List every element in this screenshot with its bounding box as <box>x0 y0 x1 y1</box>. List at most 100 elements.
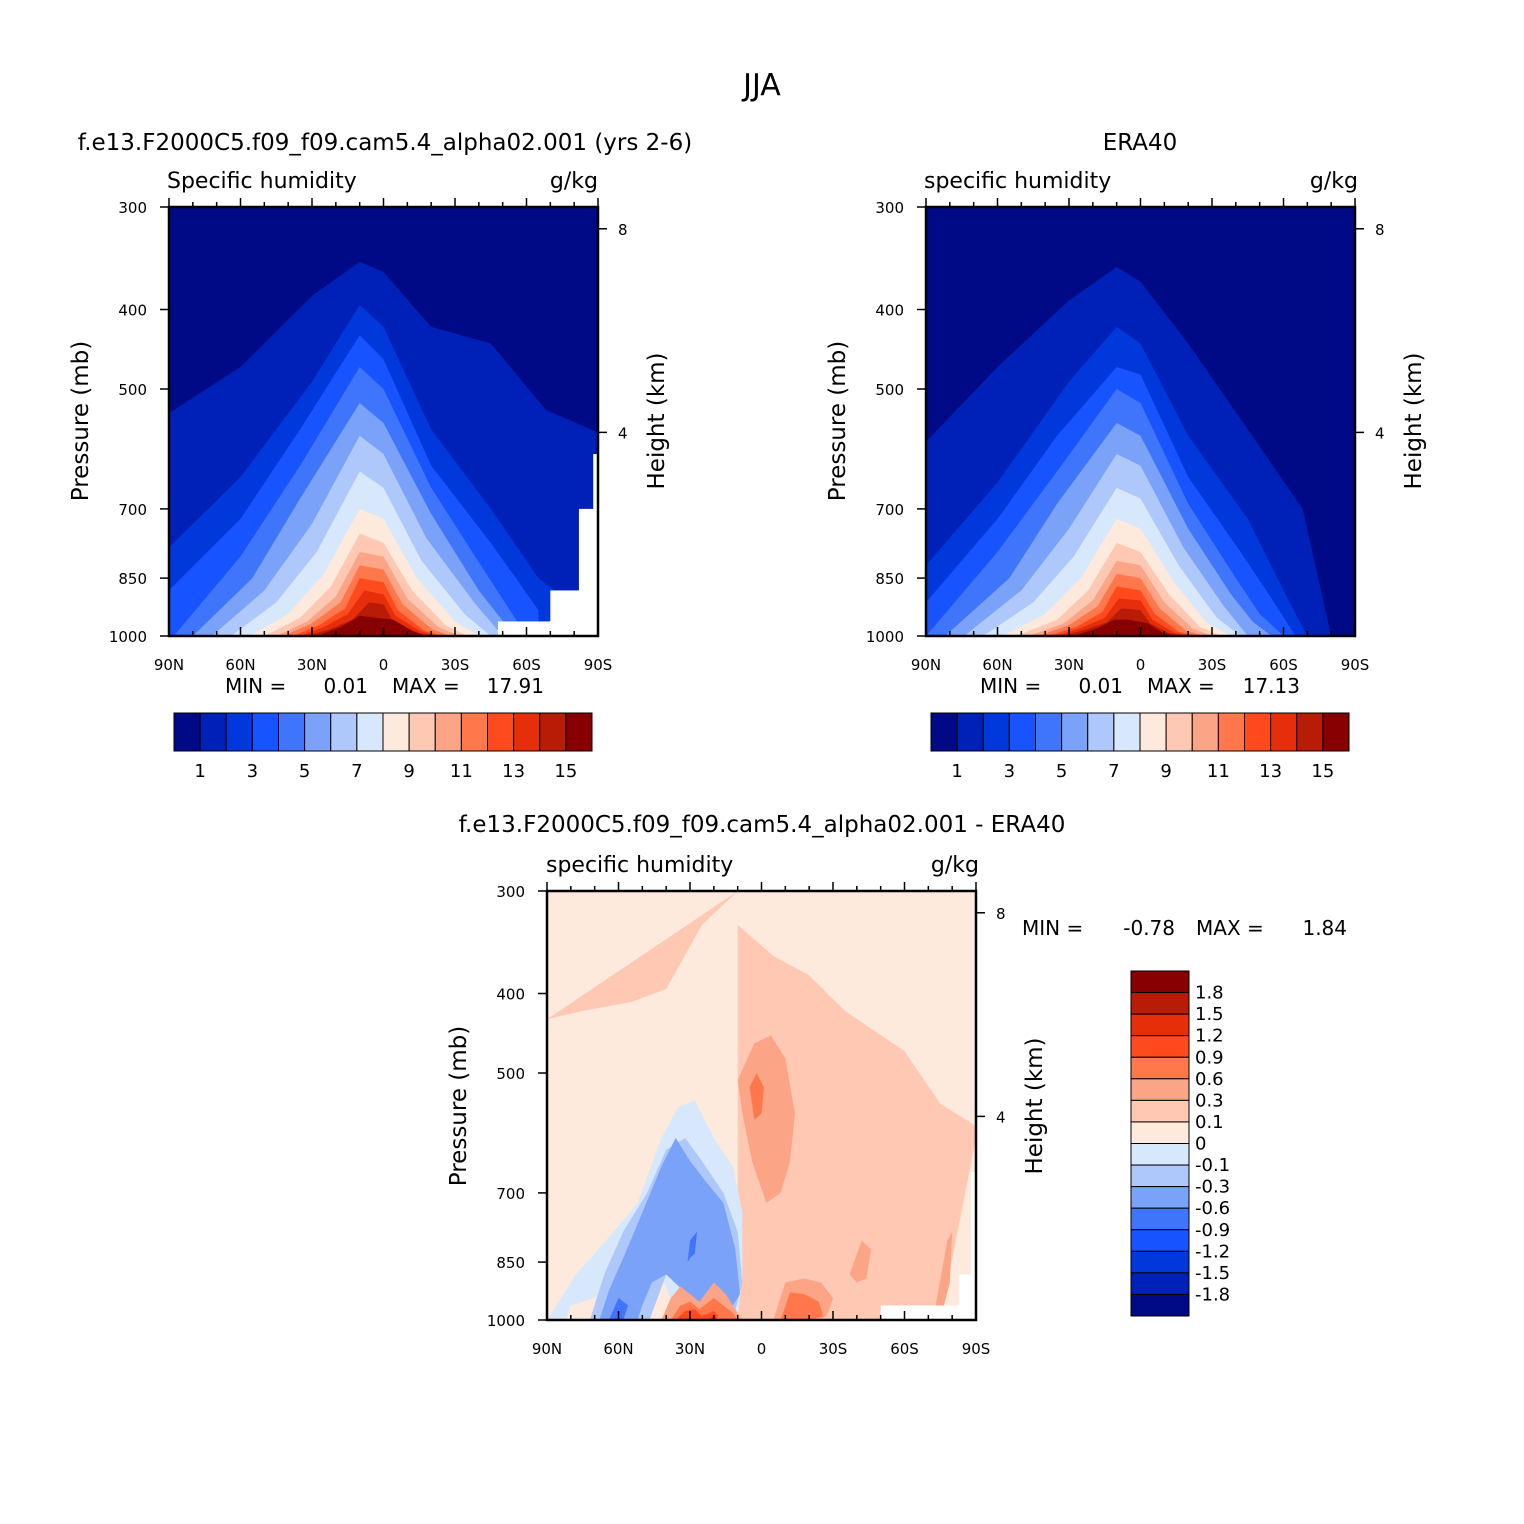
model-colorbar-box <box>304 712 332 752</box>
obs-colorbar-box <box>1139 712 1167 752</box>
model-missing-3 <box>593 453 598 511</box>
model-min-label: MIN = <box>225 674 286 698</box>
model-colorbar-label: 15 <box>554 761 577 782</box>
diff-region-14 <box>675 1309 719 1320</box>
obs-x-tick-label: 60N <box>982 656 1012 674</box>
figure-title: JJA <box>741 68 781 103</box>
obs-y2-tick-label: 4 <box>1375 424 1385 442</box>
obs-units-label: g/kg <box>1310 169 1358 194</box>
diff-x-tick-label: 90N <box>532 1340 562 1358</box>
diff-missing-3 <box>971 1171 976 1277</box>
obs-colorbar-box <box>1296 712 1324 752</box>
model-level-15 <box>316 615 427 636</box>
diff-region-13 <box>780 1292 824 1320</box>
obs-colorbar-label: 3 <box>1004 761 1015 782</box>
diff-colorbar-label: 0.1 <box>1195 1112 1224 1133</box>
obs-variable-label: specific humidity <box>924 169 1111 194</box>
model-y2-axis-label: Height (km) <box>644 352 670 489</box>
diff-colorbar-label: -0.3 <box>1195 1177 1230 1198</box>
diff-colorbar: 1.81.51.20.90.60.30.10-0.1-0.3-0.6-0.9-1… <box>1130 970 1230 1317</box>
diff-colorbar-box <box>1130 1078 1190 1101</box>
model-colorbar-box <box>382 712 410 752</box>
model-panel: f.e13.F2000C5.f09_f09.cam5.4_alpha02.001… <box>68 130 692 782</box>
diff-y-axis-label: Pressure (mb) <box>446 1026 472 1186</box>
diff-colorbar-box <box>1130 970 1190 994</box>
diff-colorbar-box <box>1130 1013 1190 1037</box>
diff-colorbar-label: 1.2 <box>1195 1026 1224 1047</box>
obs-x-tick-label: 90S <box>1341 656 1370 674</box>
model-y-tick-label: 700 <box>118 501 147 519</box>
diff-colorbar-box <box>1130 992 1190 1015</box>
diff-missing-2 <box>959 1274 976 1308</box>
model-colorbar-box <box>513 712 541 752</box>
obs-x-tick-label: 60S <box>1269 656 1298 674</box>
model-colorbar-label: 1 <box>194 761 205 782</box>
model-units-label: g/kg <box>550 169 598 194</box>
obs-axes: 90N 60N 30N 0 30S 60S 90S 300 400 500 700 850 1000 8 4 <box>866 198 1385 674</box>
diff-region-3 <box>599 1138 740 1320</box>
diff-region-6 <box>737 1035 795 1203</box>
obs-colorbar-box <box>1113 712 1141 752</box>
obs-y-tick-label: 400 <box>875 302 904 320</box>
diff-min-label: MIN = <box>1022 916 1083 940</box>
diff-colorbar-label: 0 <box>1195 1134 1206 1155</box>
model-colorbar-box <box>225 712 253 752</box>
diff-region-7 <box>749 1073 764 1120</box>
diff-colorbar-box <box>1130 1035 1190 1058</box>
model-colorbar-box <box>487 712 515 752</box>
model-panel-title: f.e13.F2000C5.f09_f09.cam5.4_alpha02.001… <box>78 130 692 156</box>
diff-colorbar-box <box>1130 1121 1190 1144</box>
model-y-tick-label: 500 <box>118 381 147 399</box>
obs-colorbar-label: 7 <box>1108 761 1119 782</box>
model-y2-tick-label: 8 <box>618 221 628 239</box>
diff-colorbar-box <box>1130 1250 1190 1274</box>
model-contour-plot <box>169 207 598 636</box>
diff-min-value: -0.78 <box>1123 916 1175 940</box>
diff-region-11 <box>933 1231 953 1320</box>
model-colorbar-box <box>408 712 436 752</box>
diff-variable-label: specific humidity <box>546 853 733 878</box>
obs-y-tick-label: 1000 <box>866 628 904 646</box>
obs-colorbar-label: 9 <box>1160 761 1171 782</box>
diff-colorbar-label: 0.3 <box>1195 1090 1224 1111</box>
diff-x-tick-label: 60S <box>890 1340 919 1358</box>
model-colorbar-box <box>330 712 358 752</box>
model-variable-label: Specific humidity <box>167 169 357 194</box>
model-colorbar-box <box>251 712 279 752</box>
obs-y-tick-label: 500 <box>875 381 904 399</box>
model-colorbar-label: 7 <box>351 761 362 782</box>
diff-colorbar-box <box>1130 1272 1190 1295</box>
model-y-tick-label: 1000 <box>109 628 147 646</box>
diff-panel: f.e13.F2000C5.f09_f09.cam5.4_alpha02.001… <box>446 812 1347 1358</box>
model-colorbar: 1 3 5 7 9 11 13 15 <box>173 712 593 782</box>
diff-colorbar-label: 0.9 <box>1195 1047 1224 1068</box>
model-colorbar-box <box>199 712 227 752</box>
model-y-axis-label: Pressure (mb) <box>68 341 94 501</box>
obs-colorbar-label: 11 <box>1207 761 1230 782</box>
diff-y-tick-label: 500 <box>496 1065 525 1083</box>
obs-min-label: MIN = <box>980 674 1041 698</box>
obs-colorbar-label: 1 <box>951 761 962 782</box>
obs-x-tick-label: 30N <box>1054 656 1084 674</box>
obs-colorbar: 1 3 5 7 9 11 13 15 <box>930 712 1350 782</box>
model-x-tick-label: 0 <box>379 656 389 674</box>
obs-y-tick-label: 850 <box>875 570 904 588</box>
model-colorbar-box <box>356 712 384 752</box>
diff-y-tick-label: 1000 <box>487 1312 525 1330</box>
diff-colorbar-box <box>1130 1164 1190 1188</box>
diff-region-5 <box>687 1231 698 1263</box>
model-colorbar-box <box>173 712 201 752</box>
obs-y2-tick-label: 8 <box>1375 221 1385 239</box>
model-x-tick-label: 30N <box>297 656 327 674</box>
model-min-value: 0.01 <box>323 674 368 698</box>
diff-colorbar-label: 0.6 <box>1195 1069 1224 1090</box>
model-colorbar-label: 3 <box>247 761 258 782</box>
diff-colorbar-box <box>1130 1229 1190 1252</box>
model-colorbar-box <box>539 712 567 752</box>
diff-x-tick-label: 0 <box>757 1340 767 1358</box>
diff-colorbar-box <box>1130 1099 1190 1123</box>
obs-y2-axis-label: Height (km) <box>1401 352 1427 489</box>
diff-x-tick-label: 60N <box>603 1340 633 1358</box>
obs-colorbar-label: 5 <box>1056 761 1067 782</box>
obs-contour-plot <box>926 207 1355 636</box>
